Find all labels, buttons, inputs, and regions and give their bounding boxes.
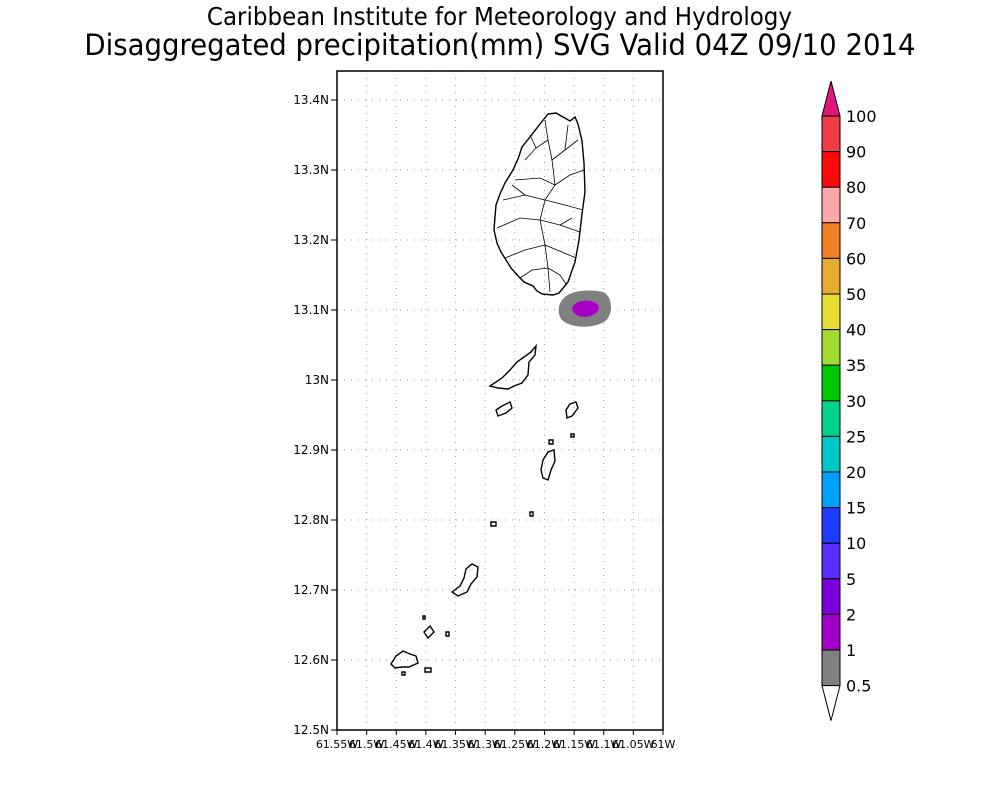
coastline-rock-8 (401, 671, 406, 676)
legend-color-band (821, 649, 841, 687)
lon-tick-label: 61.1W (586, 738, 621, 751)
legend-label: 15 (846, 499, 866, 518)
legend-color-band (821, 222, 841, 259)
legend-label: 5 (846, 570, 856, 589)
lat-tick-label: 13.4N (293, 93, 329, 107)
lat-tick-label: 13.2N (293, 233, 329, 247)
lon-tick-label: 61.55W (316, 738, 358, 751)
lon-tick-label: 61W (651, 738, 676, 751)
legend-color-band (821, 151, 841, 188)
coastline-rock-6 (422, 615, 426, 620)
coastline-carriacou-islet (423, 624, 435, 640)
legend-color-band (821, 578, 841, 615)
legend-under-triangle (821, 685, 841, 721)
coastlines (390, 112, 586, 676)
coastline-rock-7 (424, 667, 432, 673)
product-title: Disaggregated precipitation(mm) SVG Vali… (84, 28, 916, 62)
lon-tick-label: 61.5W (349, 738, 384, 751)
legend-label: 30 (846, 392, 866, 411)
color-legend: 100 90 80 70 60 50 40 35 30 25 20 15 10 5 2 1 0.5 (821, 80, 877, 721)
map-frame (336, 70, 664, 731)
lon-tick-label: 61.45W (375, 738, 417, 751)
coastline-bequia-islet (495, 401, 513, 417)
lat-tick-label: 12.8N (293, 513, 329, 527)
coastline-saint-vincent (493, 112, 586, 296)
legend-color-band (821, 471, 841, 509)
coastline-carriacou (390, 650, 419, 669)
coastline-rock-3 (529, 511, 534, 517)
lat-tick-label: 12.7N (293, 583, 329, 597)
longitude-axis: 61.55W61.5W61.45W61.4W61.35W61.3W61.25W6… (316, 730, 676, 751)
legend-label: 70 (846, 214, 866, 233)
legend-label: 0.5 (846, 677, 871, 696)
legend-color-band (821, 435, 841, 473)
latitude-axis: 13.4N 13.3N 13.2N 13.1N 13N 12.9N 12.8N 12.7N 12… (293, 93, 337, 737)
legend-color-band (821, 613, 841, 651)
lon-tick-label: 61.3W (467, 738, 502, 751)
legend-label: 25 (846, 427, 866, 446)
legend-color-band (821, 257, 841, 295)
lat-tick-label: 13N (305, 373, 329, 387)
legend-label: 20 (846, 463, 866, 482)
legend-label: 90 (846, 143, 866, 162)
lon-tick-label: 61.25W (494, 738, 536, 751)
legend-color-band (821, 542, 841, 580)
legend-color-band (821, 507, 841, 544)
lat-tick-label: 12.9N (293, 443, 329, 457)
lon-tick-label: 61.2W (527, 738, 562, 751)
legend-label: 50 (846, 285, 866, 304)
coastline-rock-5 (445, 631, 450, 637)
lon-tick-label: 61.4W (408, 738, 443, 751)
legend-label: 2 (846, 605, 856, 624)
legend-color-band (821, 293, 841, 331)
lat-tick-label: 13.1N (293, 303, 329, 317)
precip-area-2mm (572, 300, 599, 317)
legend-label: 80 (846, 178, 866, 197)
drainage-network (496, 119, 585, 293)
precipitation-cell (558, 290, 612, 327)
legend-label: 10 (846, 534, 866, 553)
coastline-rock-2 (548, 439, 554, 445)
legend-over-triangle (821, 80, 841, 117)
lon-tick-label: 61.05W (612, 738, 654, 751)
legend-color-band (821, 364, 841, 402)
legend-label: 40 (846, 321, 866, 340)
lat-tick-label: 12.5N (293, 723, 329, 737)
lat-tick-label: 12.6N (293, 653, 329, 667)
legend-label: 100 (846, 107, 877, 126)
legend-color-band (821, 186, 841, 224)
coastline-rock-4 (490, 521, 497, 527)
coastline-union-island (450, 563, 479, 597)
legend-label: 35 (846, 356, 866, 375)
coastline-canouan (540, 449, 556, 481)
legend-label: 60 (846, 249, 866, 268)
lon-tick-label: 61.15W (553, 738, 595, 751)
coastline-mustique (565, 401, 579, 419)
legend-color-band (821, 400, 841, 437)
gridlines (337, 71, 663, 730)
lon-tick-label: 61.35W (434, 738, 476, 751)
legend-label: 1 (846, 641, 856, 660)
legend-color-band (821, 115, 841, 153)
institute-title: Caribbean Institute for Meteorology and … (206, 2, 792, 31)
coastline-bequia (488, 343, 537, 390)
legend-color-band (821, 329, 841, 366)
lat-tick-label: 13.3N (293, 163, 329, 177)
coastline-rock-1 (570, 433, 575, 438)
